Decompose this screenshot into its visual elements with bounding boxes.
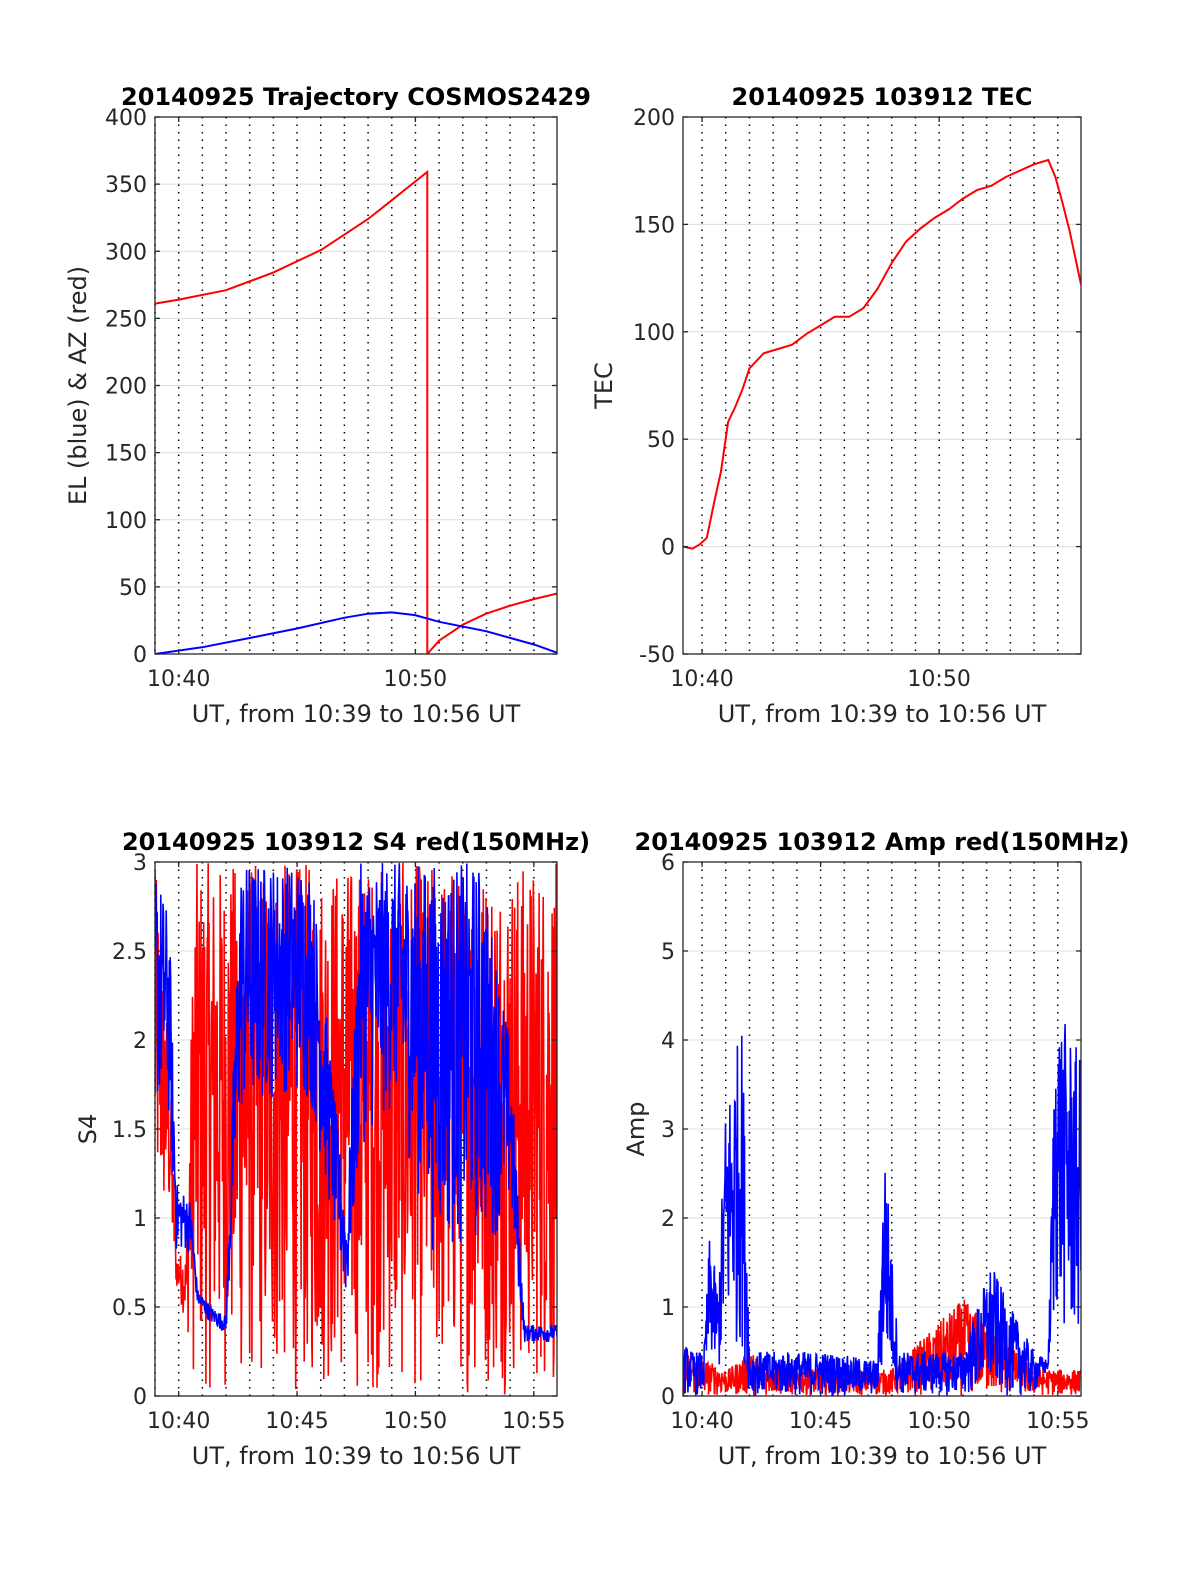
plot-area <box>683 117 1081 654</box>
y-tick-label: 250 <box>105 307 147 332</box>
x-tick-label: 10:55 <box>1026 1409 1089 1434</box>
series-line-1-0 <box>155 611 557 654</box>
y-tick-label: 2 <box>661 1207 675 1232</box>
axes-box <box>682 116 1082 655</box>
chart-title: 20140925 103912 S4 red(150MHz) <box>122 828 590 856</box>
x-tick-label: 10:55 <box>502 1409 565 1434</box>
x-tick-label: 10:50 <box>384 1409 447 1434</box>
y-tick-label: 50 <box>647 428 675 453</box>
x-tick-label: 10:40 <box>147 667 210 692</box>
x-tick-label: 10:40 <box>670 667 733 692</box>
y-tick-label: 0 <box>133 643 147 668</box>
series-line-0-1 <box>426 592 557 654</box>
y-axis-label: TEC <box>590 362 618 410</box>
x-tick-label: 10:45 <box>789 1409 852 1434</box>
y-tick-label: 3 <box>133 851 147 876</box>
x-tick-label: 10:50 <box>907 1409 970 1434</box>
series-line-0-0 <box>155 169 429 654</box>
y-axis-label: Amp <box>622 1101 650 1156</box>
x-tick-label: 10:40 <box>670 1409 733 1434</box>
x-axis-label: UT, from 10:39 to 10:56 UT <box>718 1442 1047 1470</box>
y-tick-label: 6 <box>661 851 675 876</box>
series-line-0-0 <box>683 158 1081 550</box>
series-line-1 <box>683 1023 1081 1396</box>
y-tick-label: 2 <box>133 1029 147 1054</box>
y-tick-label: 100 <box>105 509 147 534</box>
y-tick-label: 400 <box>105 106 147 131</box>
y-tick-label: 150 <box>105 442 147 467</box>
y-tick-label: 5 <box>661 940 675 965</box>
y-tick-label: 200 <box>633 106 675 131</box>
y-tick-label: 1 <box>133 1207 147 1232</box>
y-tick-label: 50 <box>119 576 147 601</box>
x-tick-label: 10:50 <box>907 667 970 692</box>
x-tick-label: 10:40 <box>147 1409 210 1434</box>
y-tick-label: -50 <box>639 643 675 668</box>
chart-trajectory: 0 50 100 150 200 250 300 350 400 10:40 10:50 201409… <box>64 83 591 728</box>
x-axis-label: UT, from 10:39 to 10:56 UT <box>192 1442 521 1470</box>
y-tick-label: 0.5 <box>112 1296 147 1321</box>
y-tick-label: 0 <box>661 536 675 561</box>
y-tick-label: 3 <box>661 1118 675 1143</box>
y-tick-label: 100 <box>633 321 675 346</box>
chart-title: 20140925 103912 Amp red(150MHz) <box>635 828 1130 856</box>
y-tick-label: 300 <box>105 240 147 265</box>
y-tick-label: 150 <box>633 213 675 238</box>
chart-title: 20140925 Trajectory COSMOS2429 <box>121 83 591 111</box>
y-axis-label: EL (blue) & AZ (red) <box>64 266 92 505</box>
y-tick-label: 0 <box>133 1385 147 1410</box>
x-axis-label: UT, from 10:39 to 10:56 UT <box>718 700 1047 728</box>
x-tick-label: 10:50 <box>384 667 447 692</box>
series-line-0 <box>683 1299 1081 1396</box>
y-tick-label: 1.5 <box>112 1118 147 1143</box>
chart-tec: -50 0 50 100 150 200 10:40 10:50 20140925 103912… <box>590 83 1082 728</box>
y-tick-label: 2.5 <box>112 940 147 965</box>
y-tick-label: 0 <box>661 1385 675 1410</box>
y-tick-label: 1 <box>661 1296 675 1321</box>
x-axis-label: UT, from 10:39 to 10:56 UT <box>192 700 521 728</box>
y-tick-label: 350 <box>105 173 147 198</box>
y-tick-label: 200 <box>105 375 147 400</box>
x-tick-label: 10:45 <box>265 1409 328 1434</box>
chart-s4: 0 0.5 1 1.5 2 2.5 3 10:40 10:45 10:50 10:55 2014092… <box>74 828 590 1470</box>
chart-title: 20140925 103912 TEC <box>732 83 1033 111</box>
y-tick-label: 4 <box>661 1029 675 1054</box>
y-axis-label: S4 <box>74 1114 102 1145</box>
series-line-1 <box>155 863 557 1343</box>
chart-amp: 0 1 2 3 4 5 6 10:40 10:45 10:50 10:55 20140925 1039… <box>622 828 1129 1470</box>
